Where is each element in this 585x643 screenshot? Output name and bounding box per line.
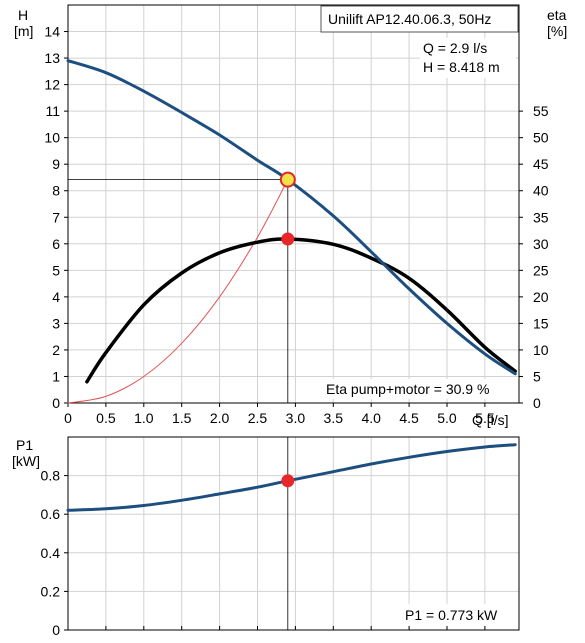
duty-point-head-marker	[279, 171, 296, 188]
duty-point-markers	[68, 171, 296, 630]
q-tick-label: 1.5	[172, 410, 192, 426]
p1-tick-label: 0.8	[41, 468, 61, 484]
q-tick-labels: 0 0.5 1.0 1.5 2.0 2.5 3.0 3.5 4.0 4.5 5.0 5.5	[64, 403, 495, 630]
q-tick-label: 0	[64, 410, 72, 426]
h-tick-label: 12	[44, 77, 60, 93]
q-tick-label: 3.0	[286, 410, 306, 426]
q-readout: Q = 2.9 l/s	[423, 40, 487, 56]
system-curve	[67, 179, 289, 404]
h-tick-label: 4	[52, 289, 60, 305]
h-tick-label: 8	[52, 183, 60, 199]
eta-tick-labels: 0 5 10 15 20 25 30 35 40 45 50 55	[519, 103, 549, 411]
h-axis-label: H	[18, 7, 28, 23]
top-series	[66, 59, 517, 404]
h-tick-label: 11	[45, 103, 60, 119]
h-axis-unit: [m]	[14, 23, 33, 39]
h-tick-label: 14	[44, 24, 60, 40]
top-plot-frame	[67, 4, 520, 404]
eta-tick-label: 35	[533, 209, 549, 225]
p1-tick-labels: 0 0.2 0.4 0.6 0.8	[41, 468, 68, 638]
eta-tick-label: 40	[533, 183, 549, 199]
h-tick-label: 2	[52, 342, 60, 358]
q-tick-label: 5.5	[475, 410, 495, 426]
q-tick-label: 5.0	[437, 410, 457, 426]
eta-tick-label: 0	[533, 395, 541, 411]
q-tick-label: 4.5	[399, 410, 419, 426]
eta-tick-label: 25	[533, 262, 549, 278]
q-axis-label: Q [l/s]	[472, 412, 509, 428]
eta-tick-label: 45	[533, 156, 549, 172]
eta-readout-bg	[322, 379, 517, 399]
bottom-plot-frame	[67, 436, 520, 631]
eta-tick-label: 50	[533, 130, 549, 146]
h-tick-label: 3	[52, 315, 60, 331]
q-tick-label: 4.0	[361, 410, 381, 426]
duty-point-eta-marker	[281, 232, 295, 246]
q-tick-label: 3.5	[324, 410, 344, 426]
duty-point-p1-marker	[281, 474, 295, 488]
p1-axis-label: P1	[16, 437, 33, 453]
eta-tick-label: 20	[533, 289, 549, 305]
h-tick-label: 9	[52, 156, 60, 172]
p1-readout: P1 = 0.773 kW	[405, 607, 498, 623]
p1-tick-label: 0.2	[41, 583, 61, 599]
eta-tick-label: 15	[533, 315, 549, 331]
q-tick-label: 0.5	[96, 410, 116, 426]
eta-readout: Eta pump+motor = 30.9 %	[326, 381, 489, 397]
efficiency-curve	[85, 237, 517, 384]
eta-tick-label: 30	[533, 236, 549, 252]
eta-tick-label: 55	[533, 103, 549, 119]
eta-axis-unit: [%]	[547, 23, 567, 39]
h-tick-label: 6	[52, 236, 60, 252]
p1-tick-label: 0	[52, 622, 60, 638]
p1-tick-label: 0.6	[41, 506, 61, 522]
h-tick-label: 0	[52, 395, 60, 411]
chart-title: Unilift AP12.40.06.3, 50Hz	[328, 11, 491, 27]
eta-tick-label: 5	[533, 368, 541, 384]
title-box	[320, 5, 519, 33]
readout-bg	[420, 38, 516, 78]
h-tick-label: 13	[44, 50, 60, 66]
h-tick-label: 10	[44, 130, 60, 146]
eta-tick-label: 10	[533, 342, 549, 358]
h-readout: H = 8.418 m	[423, 59, 500, 75]
p1-tick-label: 0.4	[41, 545, 61, 561]
q-tick-label: 2.0	[210, 410, 230, 426]
h-tick-label: 7	[52, 209, 60, 225]
q-tick-label: 1.0	[134, 410, 154, 426]
eta-axis-label: eta	[547, 7, 567, 23]
p1-readout-bg	[402, 604, 517, 626]
bottom-grid	[67, 437, 519, 631]
p1-axis-unit: [kW]	[12, 453, 40, 469]
q-tick-label: 2.5	[248, 410, 268, 426]
h-tick-label: 5	[52, 262, 60, 278]
h-tick-label: 1	[52, 368, 60, 384]
